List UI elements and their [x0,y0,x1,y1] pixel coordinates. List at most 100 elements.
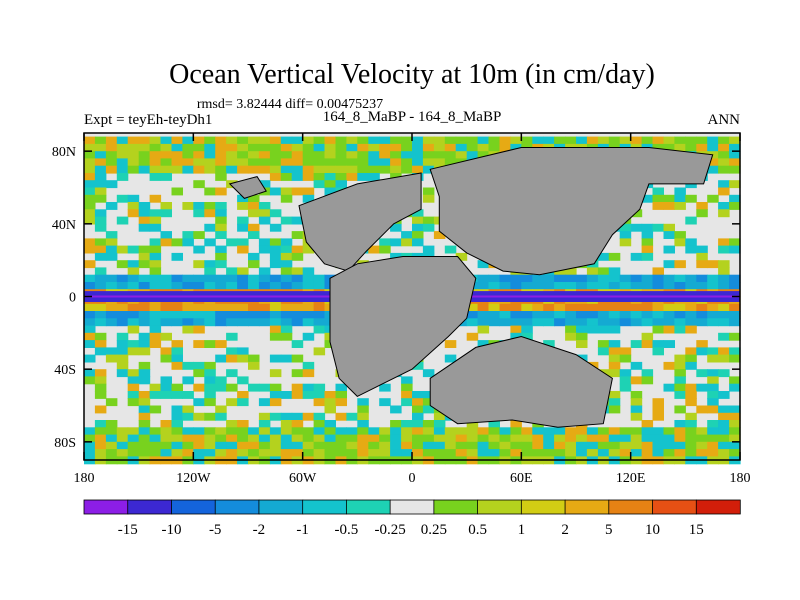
field-cell [291,434,304,443]
field-cell [280,260,293,269]
field-cell [718,267,730,276]
field-cell [357,158,369,167]
field-cell [302,311,315,319]
field-cell [138,151,151,160]
field-cell [390,158,402,167]
field-cell [663,441,675,450]
field-cell [237,420,249,428]
field-cell [127,303,140,312]
field-cell [291,427,304,436]
field-cell [138,209,151,218]
field-cell [248,282,260,290]
field-cell [685,420,697,428]
field-cell [84,165,96,174]
field-cell [226,449,238,457]
field-cell [412,434,424,443]
field-cell [226,383,238,392]
field-cell [444,427,457,436]
field-cell [94,252,107,261]
field-cell [565,136,577,145]
x-tick-label: 180 [730,471,751,486]
field-cell [182,311,194,319]
field-cell [237,391,249,399]
field-cell [226,165,238,174]
field-cell [597,318,610,327]
field-cell [204,223,216,232]
field-cell [663,449,675,457]
field-cell [499,274,511,283]
field-cell [433,412,446,421]
field-cell [543,318,555,327]
field-cell [160,282,172,290]
field-cell [466,441,479,450]
colorbar-label: 0.25 [421,522,447,538]
field-cell [149,391,162,399]
field-cell [313,398,326,407]
field-cell [729,194,741,203]
field-cell [215,260,227,269]
field-cell [608,340,621,348]
field-cell [280,158,293,167]
field-cell [521,325,533,334]
field-cell [269,354,282,363]
field-cell [258,398,271,407]
field-cell [707,449,719,457]
field-cell [412,441,424,450]
field-cell [335,434,347,443]
field-cell [116,158,129,167]
field-cell [630,274,643,283]
field-cell [324,180,336,189]
stats-text: rmsd= 3.82444 diff= 0.00475237 [197,97,383,112]
field-cell [215,151,227,160]
field-cell [433,449,446,457]
field-cell [619,223,632,232]
field-cell [160,420,172,428]
field-cell [422,434,435,443]
field-cell [718,369,730,378]
field-cell [127,136,140,145]
field-cell [324,391,336,399]
field-cell [204,311,216,319]
field-cell [685,325,697,334]
field-cell [138,282,151,290]
field-cell [302,434,315,443]
field-cell [215,383,227,392]
field-cell [193,325,205,334]
field-cell [368,449,380,457]
field-cell [138,260,151,269]
field-cell [707,376,719,385]
field-cell [696,274,708,283]
field-cell [215,376,227,385]
field-cell [565,434,577,443]
field-cell [182,325,194,334]
field-cell [138,420,151,428]
field-cell [685,354,697,363]
field-cell [652,202,664,210]
field-cell [149,238,162,247]
field-cell [215,449,227,457]
field-cell [652,187,664,196]
field-cell [346,434,358,443]
field-cell [335,449,347,457]
field-cell [269,391,282,399]
field-cell [401,231,413,239]
field-cell [160,434,172,443]
field-cell [324,449,336,457]
field-cell [248,209,260,218]
field-cell [237,282,249,290]
field-cell [630,136,643,145]
field-cell [729,412,741,421]
field-cell [576,434,588,443]
field-cell [105,420,118,428]
field-cell [652,303,664,312]
field-cell [193,318,205,327]
field-cell [160,136,172,145]
experiment-label: Expt = teyEh-teyDh1 [84,112,212,128]
field-cell [641,274,654,283]
x-tick-label: 0 [409,471,416,486]
field-cell [116,332,129,341]
field-cell [116,303,129,312]
field-cell [390,165,402,174]
field-cell [302,173,315,181]
field-cell [597,427,610,436]
